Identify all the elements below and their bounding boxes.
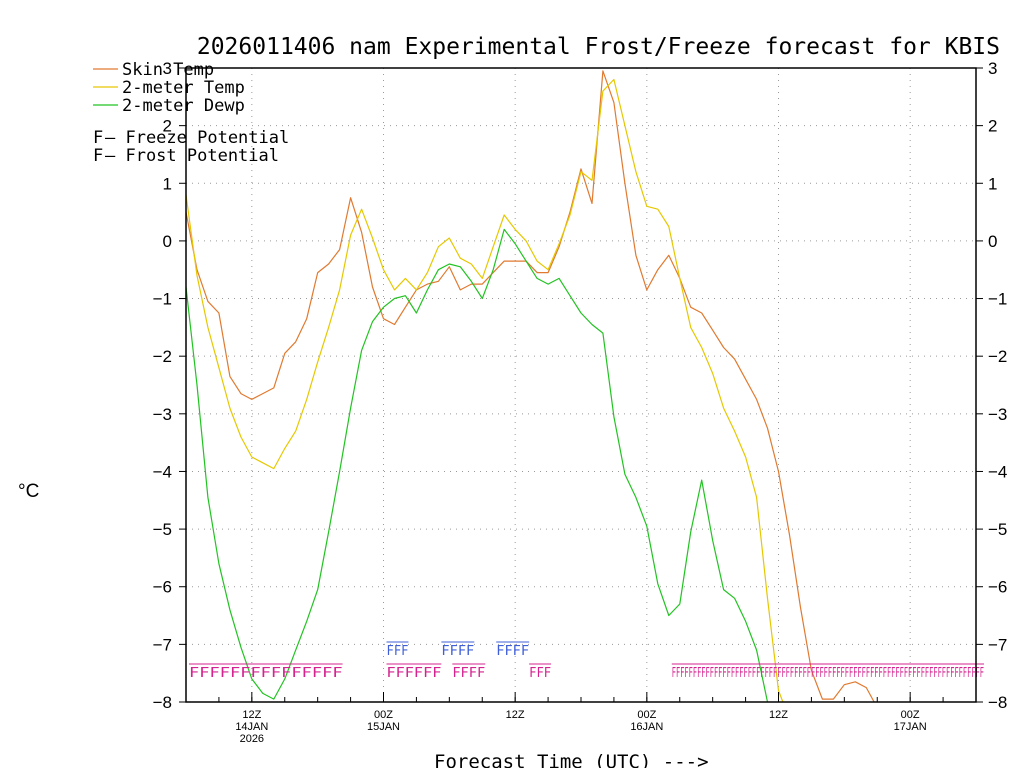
freeze-potential-mark: FFFFFFFFFFFFFFF	[189, 666, 343, 681]
y-tick-label-left: −8	[153, 693, 172, 712]
series-lines	[186, 70, 875, 702]
series-line-dewp	[186, 228, 769, 702]
chart-title: 2026011406 nam Experimental Frost/Freeze…	[197, 34, 1000, 60]
x-tick-label: 15JAN	[367, 721, 400, 733]
x-axis-label: Forecast Time (UTC) --->	[434, 751, 709, 768]
y-tick-label-right: −6	[988, 578, 1007, 597]
legend-label-frost: – Frost Potential	[105, 146, 279, 166]
y-tick-label-right: 0	[988, 232, 997, 251]
y-tick-label-right: −8	[988, 693, 1007, 712]
frost-potential-mark: FFFF	[496, 644, 529, 659]
y-tick-label-right: 2	[988, 117, 997, 136]
y-axis-ticks: −8 −8 −7 −7 −6 −6 −5 −5 −4 −4 −3 −3 −2 −2 −1 −1 0 0 1 1 2 2 3 3	[153, 59, 1008, 712]
y-tick-label-right: −2	[988, 347, 1007, 366]
x-tick-label: 00Z	[637, 709, 656, 721]
legend-label-skin: Skin Temp	[122, 60, 214, 80]
x-tick-label: 17JAN	[894, 721, 927, 733]
y-axis-label: °C	[18, 481, 39, 502]
x-tick-label: 12Z	[242, 709, 261, 721]
y-tick-label-left: −7	[153, 635, 172, 654]
freeze-potential-mark: FFFFFF	[387, 666, 442, 681]
y-tick-label-left: −3	[153, 405, 172, 424]
x-tick-label: 12Z	[769, 709, 788, 721]
x-tick-label: 00Z	[901, 709, 920, 721]
y-tick-label-left: −6	[153, 578, 172, 597]
series-line-skin	[186, 70, 875, 702]
freeze-potential-mark: FFFF	[452, 666, 485, 681]
legend-glyph-freeze: F	[93, 128, 103, 148]
legend-label-dewp: 2-meter Dewp	[122, 96, 245, 116]
legend-label-temp: 2-meter Temp	[122, 78, 245, 98]
y-tick-label-right: −4	[988, 462, 1007, 481]
freeze-potential-mark: FFFFFFFFFFFFFFFFFFFFFFFFFFFFFFFFFFFFFFFF…	[672, 666, 984, 681]
y-tick-label-right: −5	[988, 520, 1007, 539]
y-tick-label-left: −2	[153, 347, 172, 366]
legend-label-freeze: – Freeze Potential	[105, 128, 289, 148]
y-tick-label-right: −3	[988, 405, 1007, 424]
legend-glyph-frost: F	[93, 146, 103, 166]
x-tick-label: 14JAN	[235, 721, 268, 733]
x-tick-label: 16JAN	[630, 721, 663, 733]
grid-lines	[186, 68, 976, 702]
y-tick-label-left: −5	[153, 520, 172, 539]
frost-potential-mark: FFFF	[441, 644, 474, 659]
y-tick-label-right: 1	[988, 174, 997, 193]
x-tick-label: 2026	[240, 733, 264, 745]
y-tick-label-left: −4	[153, 462, 172, 481]
y-tick-label-left: 3	[163, 59, 172, 78]
potential-marks: FFF FFFF FFFFFFFFFFFFFFFFFFF FFFFFF FFFF FFF F…	[189, 641, 984, 681]
x-tick-label: 00Z	[374, 709, 393, 721]
y-tick-label-right: 3	[988, 59, 997, 78]
y-tick-label-right: −7	[988, 635, 1007, 654]
series-line-temp	[186, 78, 784, 702]
y-tick-label-right: −1	[988, 290, 1007, 309]
y-tick-label-left: 0	[163, 232, 172, 251]
y-tick-label-left: 1	[163, 174, 172, 193]
y-tick-label-left: −1	[153, 290, 172, 309]
x-tick-label: 12Z	[506, 709, 525, 721]
frost-potential-mark: FFF	[387, 644, 409, 659]
freeze-potential-mark: FFF	[529, 666, 551, 681]
y-tick-label-left: 2	[163, 117, 172, 136]
